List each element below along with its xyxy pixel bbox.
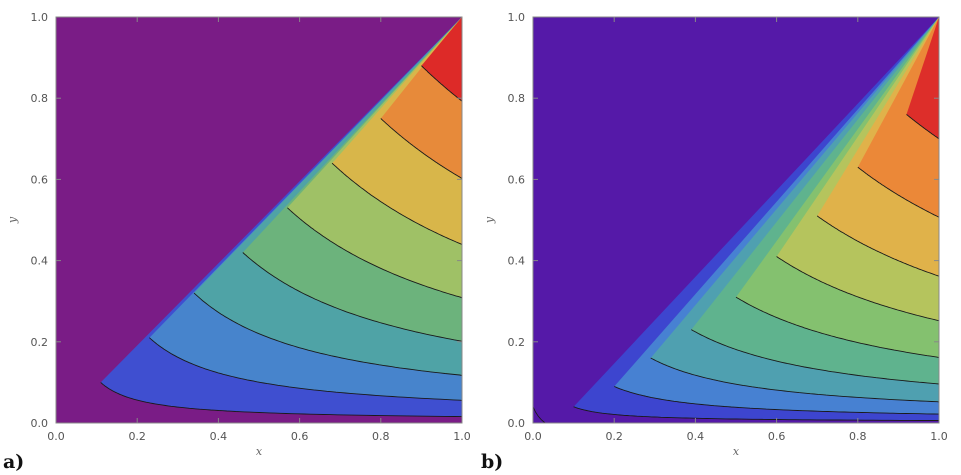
y-axis-label: y bbox=[483, 216, 496, 224]
y-tick-label: 1.0 bbox=[31, 11, 49, 24]
contour-band-9 bbox=[906, 17, 939, 151]
contour-plot-area bbox=[533, 17, 939, 423]
y-tick-label: 0.6 bbox=[508, 173, 526, 186]
y-tick-label: 0.2 bbox=[31, 336, 49, 349]
contour-line-8 bbox=[857, 166, 939, 225]
contour-line-9 bbox=[906, 114, 939, 151]
y-tick-label: 1.0 bbox=[508, 11, 526, 24]
x-axis-label: x bbox=[733, 445, 740, 458]
contour-line-3 bbox=[650, 357, 939, 403]
y-tick-label: 0.4 bbox=[508, 255, 526, 268]
panel-label: b) bbox=[481, 451, 503, 473]
contour-line-4 bbox=[242, 252, 462, 344]
contour-band-8 bbox=[421, 17, 462, 117]
x-tick-label: 0.4 bbox=[687, 430, 705, 443]
y-tick-label: 0.2 bbox=[508, 336, 526, 349]
x-tick-label: 0.2 bbox=[128, 430, 146, 443]
x-axis-label: x bbox=[256, 445, 263, 458]
contour-line-corner bbox=[533, 406, 546, 423]
contour-line-2 bbox=[149, 337, 462, 401]
y-tick-label: 0.8 bbox=[508, 92, 526, 105]
x-tick-label: 1.0 bbox=[930, 430, 948, 443]
contour-line-5 bbox=[735, 296, 939, 359]
x-tick-label: 0.4 bbox=[210, 430, 228, 443]
plot-frame bbox=[55, 16, 463, 424]
x-tick-label: 0.8 bbox=[372, 430, 390, 443]
x-tick-label: 0.2 bbox=[605, 430, 623, 443]
panel-label: a) bbox=[3, 451, 24, 473]
contour-line-6 bbox=[331, 162, 462, 251]
contour-band-8 bbox=[857, 17, 939, 225]
contour-line-1 bbox=[573, 406, 939, 421]
contour-line-1 bbox=[100, 382, 462, 418]
contour-line-3 bbox=[193, 292, 462, 376]
contour-plot-area bbox=[56, 17, 462, 423]
y-axis-label: y bbox=[6, 216, 19, 224]
x-tick-label: 0.8 bbox=[849, 430, 867, 443]
x-tick-label: 1.0 bbox=[453, 430, 471, 443]
y-tick-label: 0.4 bbox=[31, 255, 49, 268]
contour-line-4 bbox=[691, 329, 939, 385]
contour-line-6 bbox=[776, 256, 939, 323]
y-tick-label: 0.0 bbox=[31, 417, 49, 430]
panel-b: 0.0 0.2 0.4 0.6 0.8 1.0 0.0 0.2 0.4 0.6 0.8 1.0 x y b) bbox=[481, 11, 948, 473]
y-tick-label: 0.8 bbox=[31, 92, 49, 105]
y-tick-label: 0.0 bbox=[508, 417, 526, 430]
contour-line-8 bbox=[421, 65, 462, 117]
contour-line-2 bbox=[614, 386, 939, 415]
contour-line-5 bbox=[287, 207, 462, 302]
contour-line-7 bbox=[816, 215, 939, 281]
x-tick-label: 0.6 bbox=[291, 430, 309, 443]
x-tick-label: 0.0 bbox=[47, 430, 65, 443]
panel-a: 0.0 0.2 0.4 0.6 0.8 1.0 0.0 0.2 0.4 0.6 0.8 1.0 x y a) bbox=[3, 11, 471, 473]
x-tick-label: 0.6 bbox=[768, 430, 786, 443]
x-tick-label: 0.0 bbox=[524, 430, 542, 443]
y-tick-label: 0.6 bbox=[31, 173, 49, 186]
plot-frame bbox=[532, 16, 940, 424]
